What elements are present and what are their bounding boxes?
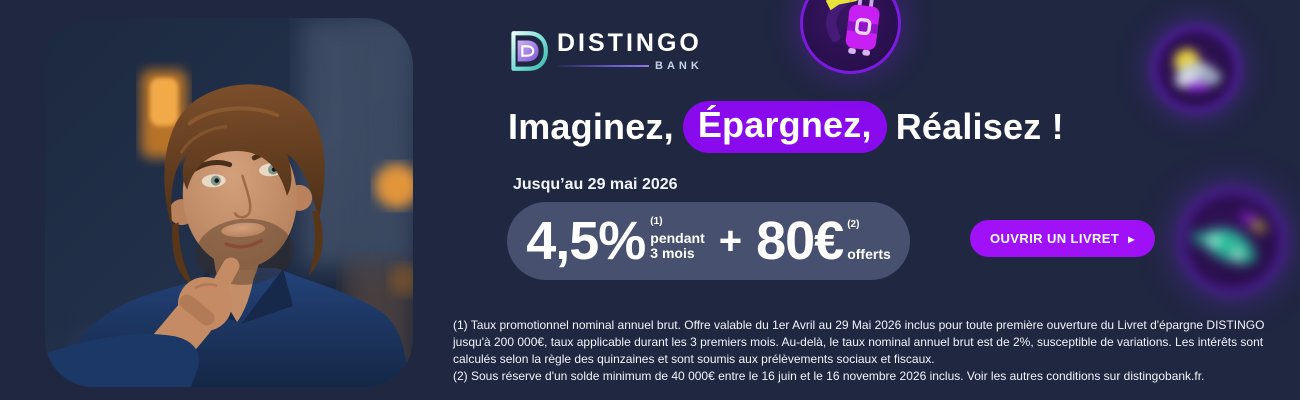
bonus-caption: offerts [847, 245, 891, 262]
headline-highlight: Épargnez, [682, 101, 887, 153]
plus-sign: + [718, 219, 743, 263]
distingo-logo-icon [511, 31, 548, 71]
legal-note-2: (2) Sous réserve d'un solde minimum de 4… [453, 369, 1205, 383]
legal-note-1: (1) Taux promotionnel nominal annuel bru… [453, 318, 1265, 366]
fish-icon [1180, 189, 1284, 293]
logo-underline [557, 65, 649, 67]
rate-caption-line1: pendant [650, 229, 705, 246]
bonus-footnote-marker: (2) [847, 218, 860, 230]
rate-footnote-marker: (1) [650, 215, 663, 227]
hero-photo-illustration [45, 18, 413, 387]
rate-caption-line2: 3 mois [650, 244, 695, 261]
hero-photo [45, 18, 413, 387]
open-account-label: OUVRIR UN LIVRET [990, 231, 1120, 246]
open-account-button[interactable]: OUVRIR UN LIVRET ▸ [970, 220, 1155, 257]
sun-cloud-weather-icon [1153, 26, 1239, 112]
legal-text: (1) Taux promotionnel nominal annuel bru… [453, 317, 1298, 385]
arrow-right-icon: ▸ [1128, 231, 1135, 246]
logo-wordmark: DISTINGO [557, 29, 702, 57]
travel-luggage-plane-icon [800, 0, 901, 74]
distingo-logo: DISTINGO BANK [503, 28, 703, 74]
headline-part1: Imaginez, [508, 106, 674, 147]
headline-part2: Réalisez ! [895, 106, 1064, 147]
promo-rate: 4,5% [526, 211, 646, 271]
offer-deadline: Jusqu’au 29 mai 2026 [513, 176, 678, 193]
offer-pill: 4,5% (1) pendant 3 mois + 80€ (2) offert… [507, 202, 910, 280]
logo-bank-label: BANK [655, 60, 703, 72]
bonus-amount: 80€ [756, 211, 844, 271]
headline: Imaginez, Épargnez, Réalisez ! [508, 101, 1064, 153]
